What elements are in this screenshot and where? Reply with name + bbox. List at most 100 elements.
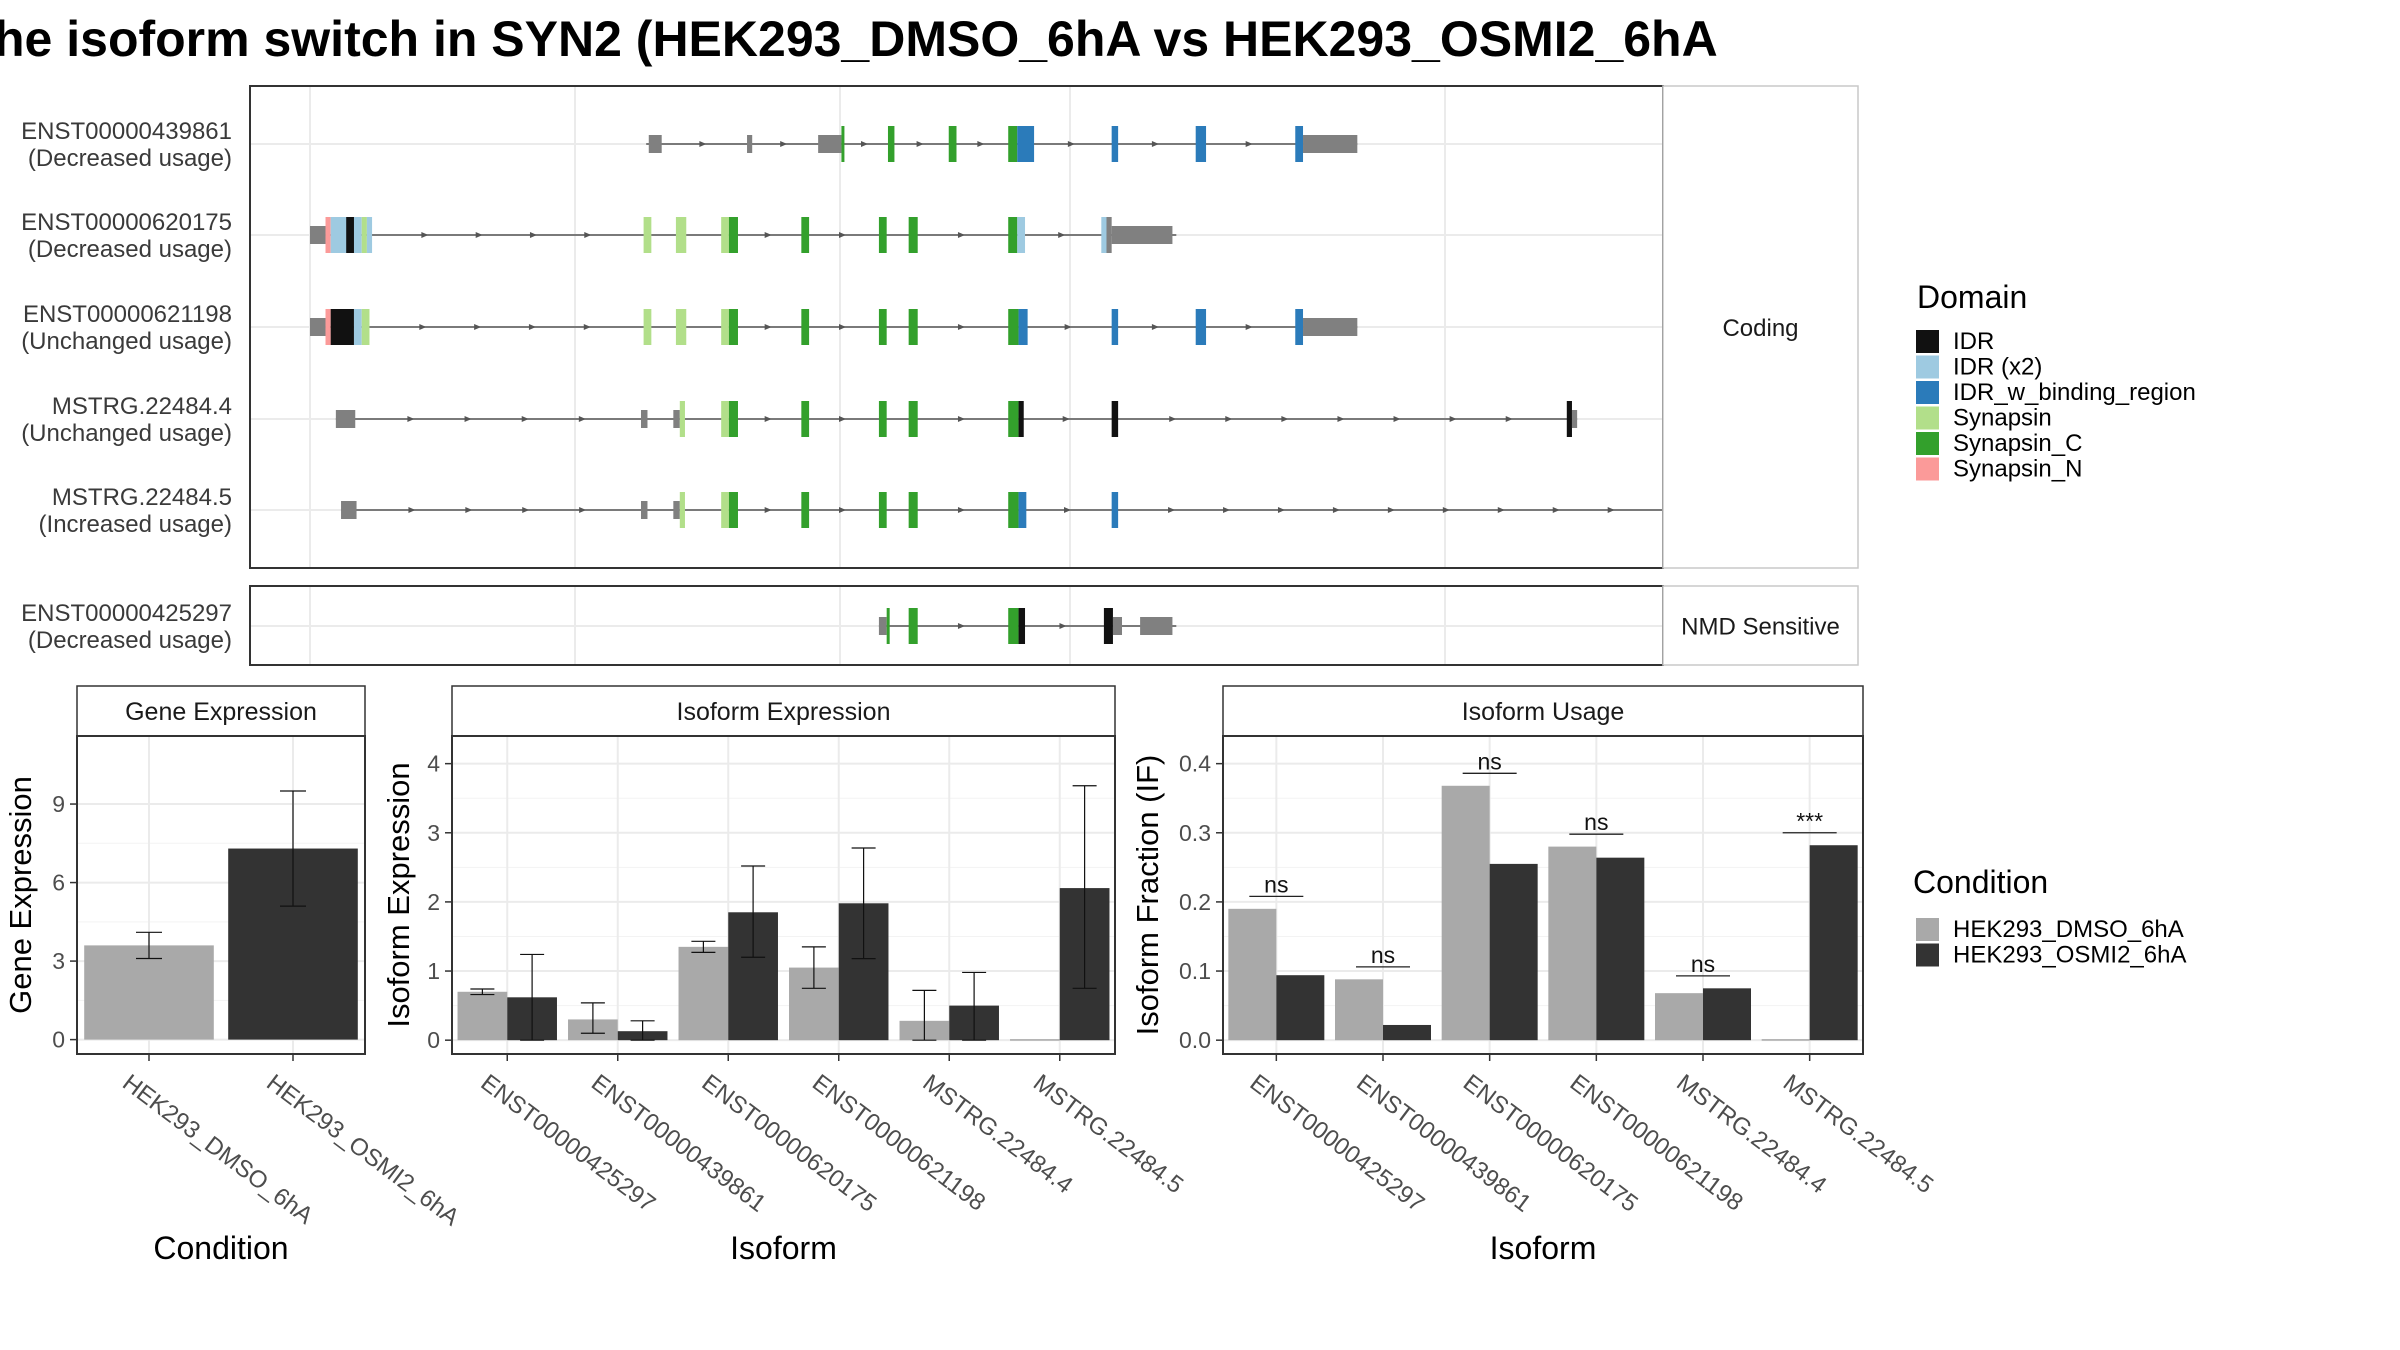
- transcript-id-label: MSTRG.22484.5: [52, 484, 232, 511]
- exon-block-synapsin-c: [948, 126, 957, 162]
- intron-arrow: [579, 507, 587, 513]
- exon-block-synapsin-c: [878, 492, 887, 528]
- significance-label: ns: [1691, 951, 1715, 977]
- legend-label: HEK293_OSMI2_6hA: [1953, 942, 2186, 969]
- y-tick-label: 0: [427, 1027, 440, 1053]
- exon-block-noncoding: [310, 318, 326, 336]
- chart-strip: [76, 685, 366, 737]
- bar: [84, 945, 214, 1040]
- chart-border: [1222, 735, 1864, 1055]
- exon-block-idr-w-binding-region: [1017, 126, 1035, 162]
- exon-block-synapsin-c: [886, 608, 890, 644]
- intron-arrow: [957, 324, 965, 330]
- intron-arrow: [578, 416, 586, 422]
- transcript-ENST00000425297: [878, 608, 1177, 644]
- bar: [1489, 863, 1538, 1041]
- exon-block-idr: [346, 217, 354, 253]
- exon-block-synapsin-c: [801, 309, 810, 345]
- transcript-MSTRG.22484.4: [335, 401, 1578, 437]
- intron-arrow: [522, 507, 530, 513]
- bar: [1809, 845, 1858, 1041]
- y-axis-title: Gene Expression: [3, 776, 38, 1014]
- significance-annotation: ns: [1249, 871, 1304, 897]
- exon-block-noncoding: [1571, 410, 1578, 428]
- intron-arrow: [1064, 324, 1072, 330]
- exon-block-synapsin-c: [1008, 492, 1019, 528]
- transcript-id-label: ENST00000425297: [21, 600, 232, 627]
- error-bar: [912, 989, 937, 1041]
- bar: [1276, 975, 1325, 1041]
- intron-arrow: [957, 507, 965, 513]
- legend-key-synapsin: [1916, 406, 1939, 430]
- error-bar: [136, 931, 162, 960]
- exon-block-synapsin-c: [878, 217, 887, 253]
- intron-arrow: [839, 416, 847, 422]
- exon-block-synapsin: [721, 401, 729, 437]
- y-tick-label: 0.1: [1179, 958, 1211, 984]
- bar: [1703, 988, 1751, 1041]
- exon-block-synapsin-c: [908, 309, 918, 345]
- transcript-status-label: (Decreased usage): [28, 236, 232, 263]
- intron-arrow: [583, 324, 591, 330]
- intron-arrow: [1552, 507, 1560, 513]
- exon-block-idr-w-binding-region: [1111, 309, 1119, 345]
- significance-annotation: ns: [1462, 748, 1517, 774]
- y-tick-label: 3: [427, 820, 440, 846]
- x-axis-title: Condition: [153, 1230, 288, 1266]
- intron-arrow: [764, 324, 772, 330]
- intron-arrow: [1063, 507, 1071, 513]
- transcript-structure-plot: ENST00000439861(Decreased usage)ENST0000…: [21, 85, 1859, 666]
- intron-arrow: [528, 324, 536, 330]
- exon-block-idr-w-binding-region: [1195, 126, 1207, 162]
- error-bar: [1072, 785, 1097, 989]
- bar: [1010, 1039, 1060, 1041]
- intron-arrow: [957, 623, 965, 629]
- chart-isoform-usage: Isoform Usage ns ns ns ns ns *** 0.0 0.1 0.2 0.3 0.…: [1130, 685, 1938, 1266]
- intron-arrow: [408, 507, 416, 513]
- legend-title-domain: Domain: [1917, 279, 2027, 315]
- exon-block-noncoding: [1112, 617, 1123, 635]
- chart-border: [76, 735, 366, 1055]
- exon-block-idr-x2-: [366, 217, 373, 253]
- bar: [1441, 785, 1490, 1041]
- chart-border: [451, 735, 1116, 1055]
- exon-block-noncoding: [1303, 318, 1358, 336]
- bar: [1761, 1039, 1810, 1041]
- intron-arrow: [1245, 324, 1253, 330]
- error-bar: [520, 953, 545, 1041]
- intron-arrow: [419, 324, 427, 330]
- exon-block-idr-w-binding-region: [1195, 309, 1207, 345]
- figure-title: he isoform switch in SYN2 (HEK293_DMSO_6…: [0, 11, 1718, 67]
- significance-label: ns: [1478, 748, 1502, 774]
- x-axis-title: Isoform: [730, 1230, 837, 1266]
- significance-label: ns: [1371, 942, 1395, 968]
- bar: [1228, 908, 1277, 1041]
- panel-strip-label: NMD Sensitive: [1681, 614, 1840, 641]
- transcript-status-label: (Unchanged usage): [21, 420, 232, 447]
- intron-arrow: [1387, 507, 1395, 513]
- error-bar: [630, 1020, 655, 1041]
- error-bar: [470, 988, 495, 996]
- y-tick-label: 9: [52, 791, 65, 817]
- intron-arrow: [474, 324, 482, 330]
- intron-arrow: [1151, 324, 1159, 330]
- y-tick-label: 0.2: [1179, 889, 1211, 915]
- error-bar: [280, 790, 306, 907]
- intron-arrow: [1442, 507, 1450, 513]
- exon-block-idr-w-binding-region: [1111, 126, 1119, 162]
- chart-strip: [1222, 685, 1864, 737]
- exon-block-idr-x2-: [1017, 217, 1026, 253]
- panel-strip: [1662, 85, 1859, 569]
- intron-arrow: [780, 141, 788, 147]
- exon-block-noncoding: [310, 226, 326, 244]
- exon-block-synapsin-c: [728, 492, 738, 528]
- intron-arrow: [699, 141, 707, 147]
- exon-block-synapsin-c: [908, 608, 918, 644]
- intron-arrow: [860, 141, 868, 147]
- chart-title: Isoform Expression: [677, 698, 891, 726]
- intron-arrow: [1281, 416, 1289, 422]
- exon-block-synapsin: [721, 217, 729, 253]
- chart-title: Isoform Usage: [1462, 698, 1625, 726]
- exon-block-synapsin-c: [887, 126, 895, 162]
- exon-block-synapsin-c: [801, 492, 810, 528]
